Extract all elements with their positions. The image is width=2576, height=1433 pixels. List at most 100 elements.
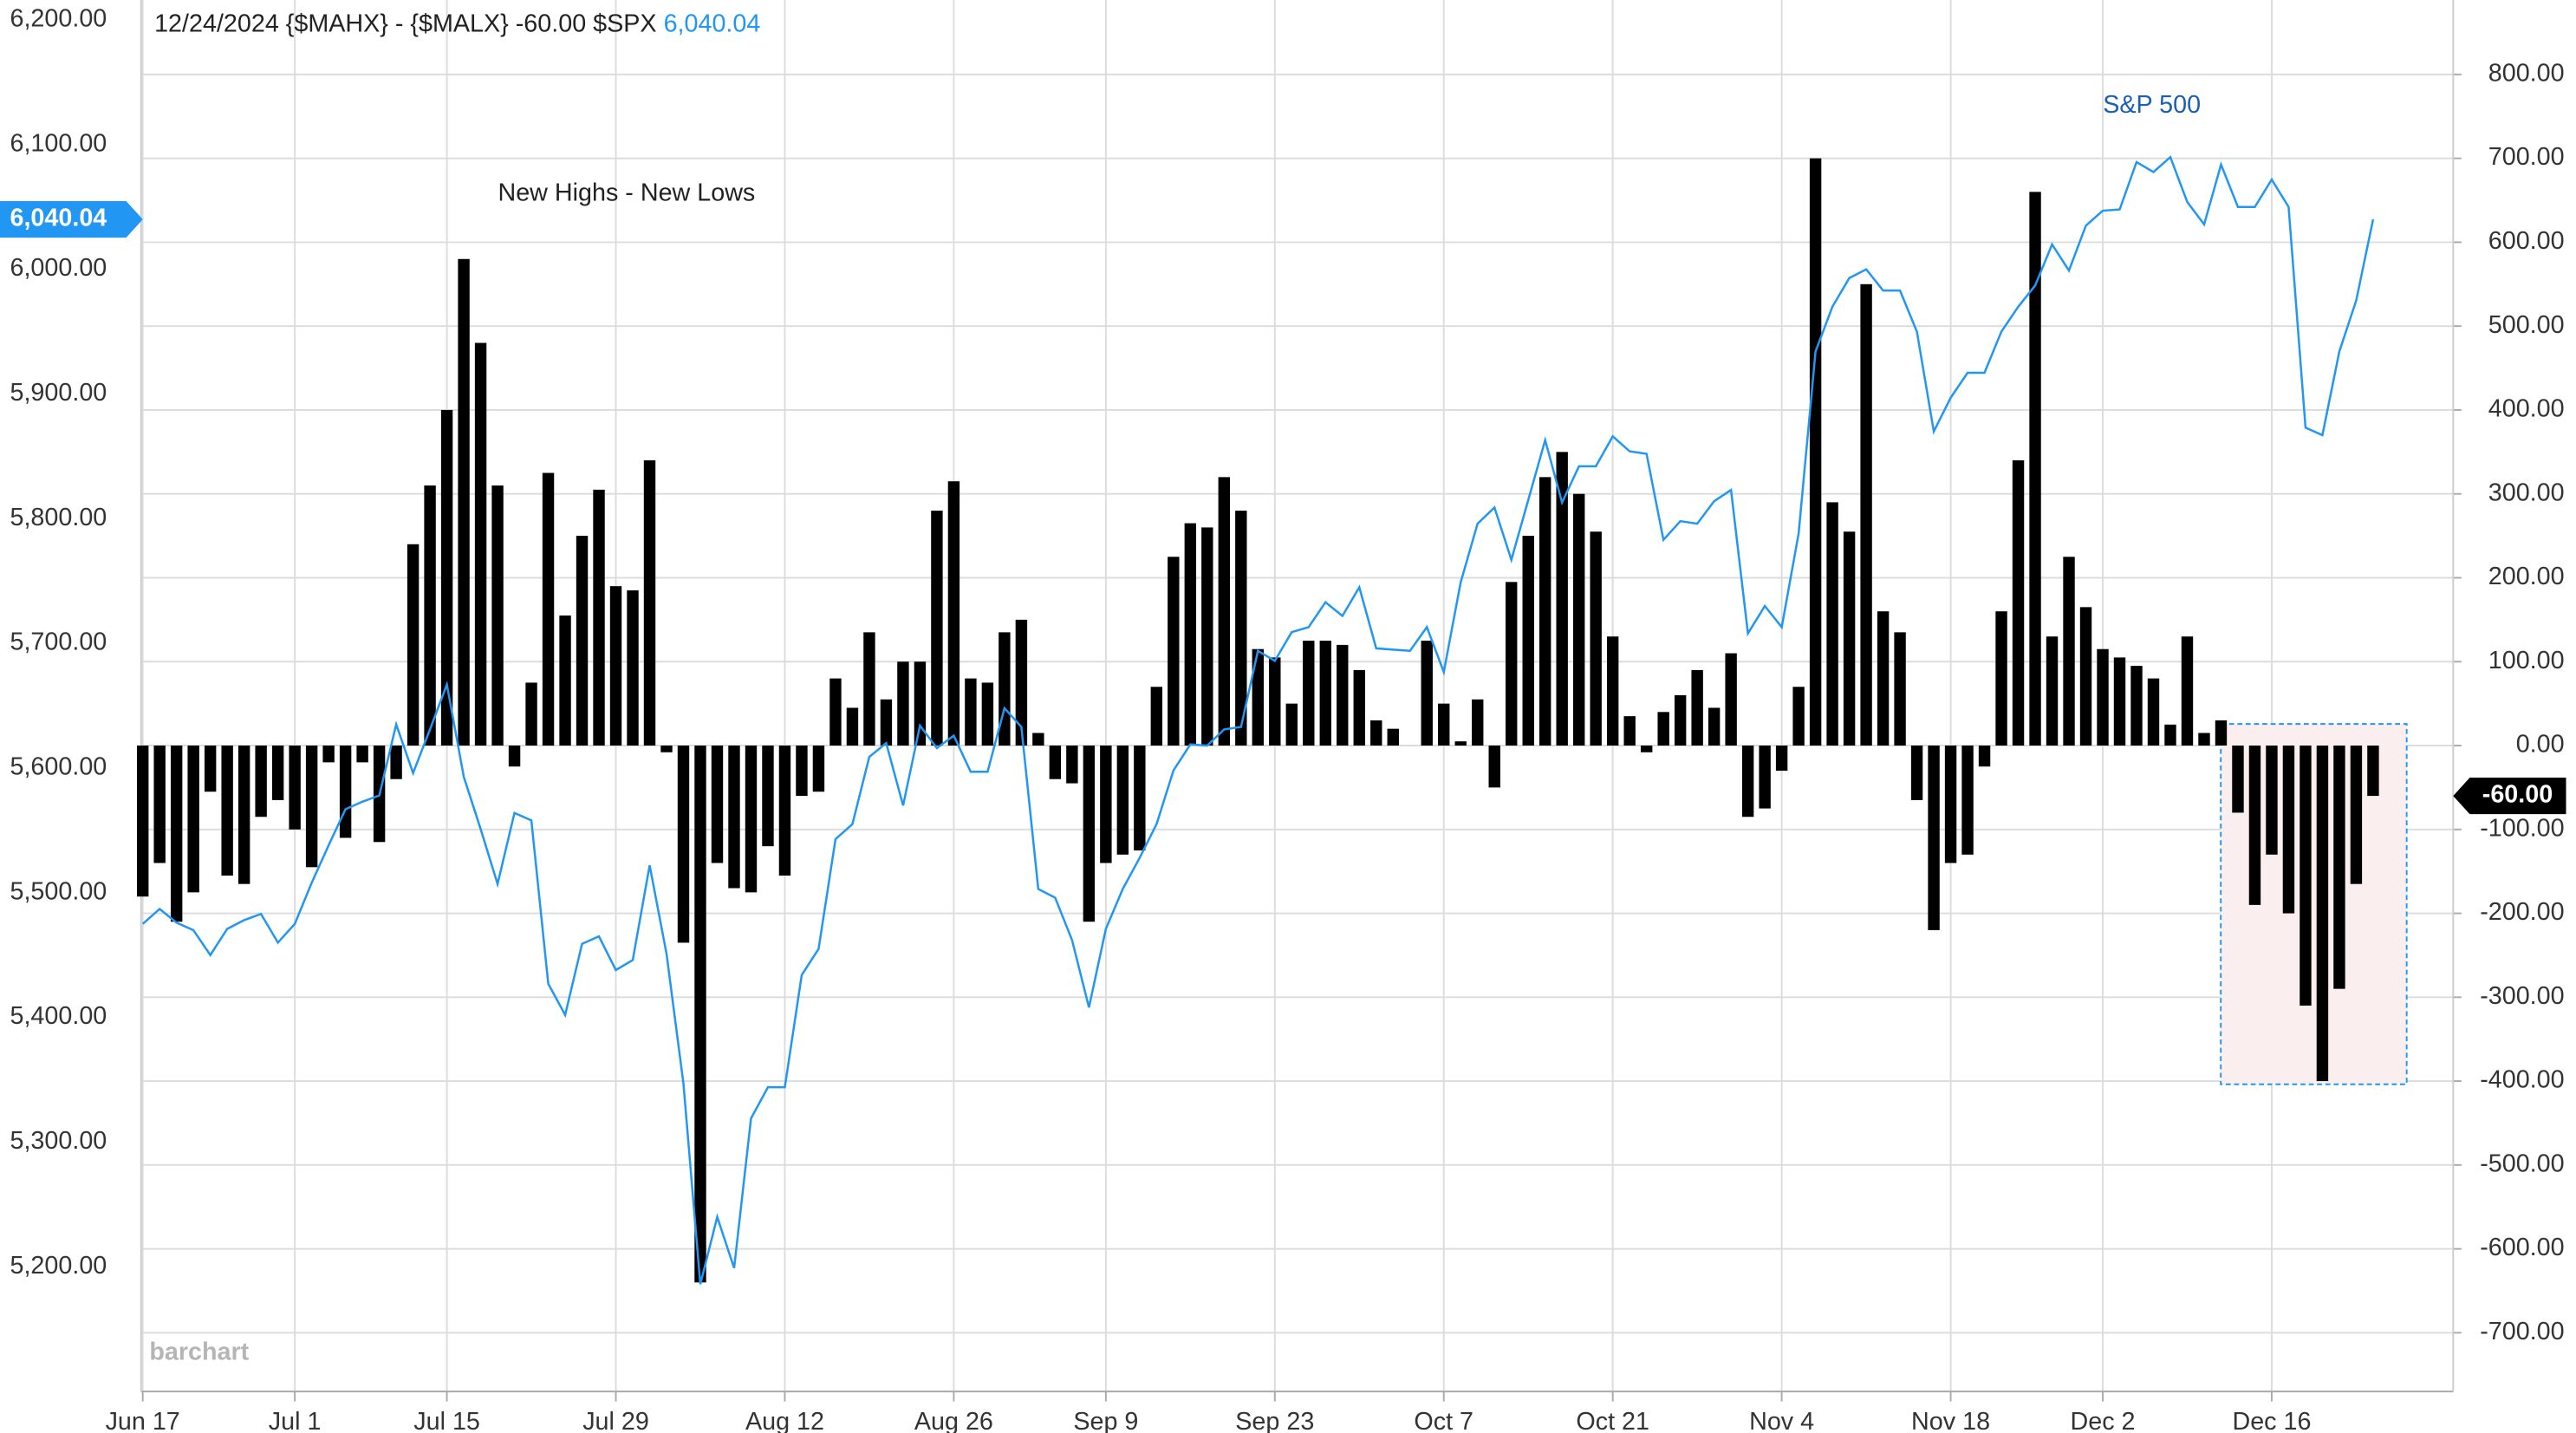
- bar: [1438, 703, 1450, 746]
- y2-tick-label: 100.00: [2488, 647, 2565, 674]
- x-tick-label: Aug 12: [745, 1408, 824, 1433]
- bar: [981, 682, 994, 746]
- y2-tick-label: 300.00: [2488, 479, 2565, 506]
- y-tick-label: 5,900.00: [10, 379, 107, 407]
- bar: [1116, 746, 1129, 855]
- bar: [829, 678, 842, 746]
- bar: [508, 746, 521, 767]
- bar: [694, 746, 706, 1283]
- bar: [1877, 611, 1890, 746]
- bar: [2063, 557, 2075, 746]
- bar: [491, 485, 504, 746]
- bar: [136, 746, 149, 897]
- bar: [2130, 666, 2143, 746]
- marks: [136, 155, 2379, 1285]
- bar: [796, 746, 808, 797]
- bar: [1083, 746, 1096, 922]
- bar: [1454, 741, 1467, 746]
- bar: [1370, 720, 1382, 746]
- bar: [1421, 641, 1433, 746]
- y2-tick-label: -700.00: [2480, 1318, 2564, 1345]
- bar: [1640, 746, 1653, 752]
- bar: [2046, 636, 2059, 746]
- bar: [271, 746, 284, 800]
- y2-tick-label: 500.00: [2488, 311, 2565, 339]
- x-tick-label: Dec 2: [2070, 1408, 2135, 1433]
- y2-tick-label: 700.00: [2488, 143, 2565, 171]
- bar: [1572, 493, 1585, 746]
- bar: [356, 746, 368, 763]
- bar: [762, 746, 774, 847]
- bar: [778, 746, 791, 876]
- y2-tick-label: -200.00: [2480, 898, 2564, 926]
- bar: [1184, 523, 1197, 746]
- bar: [2350, 746, 2363, 884]
- bar: [1235, 511, 1247, 746]
- bar: [627, 589, 639, 746]
- bar: [999, 632, 1011, 746]
- bar: [2198, 733, 2210, 746]
- bar: [1860, 283, 1872, 746]
- bar: [711, 746, 724, 863]
- bar: [339, 746, 352, 838]
- bar: [863, 632, 875, 746]
- bar: [1506, 582, 1518, 746]
- bar: [2282, 746, 2295, 914]
- bar: [170, 746, 183, 922]
- y2-tick-label: -500.00: [2480, 1150, 2564, 1177]
- y-tick-label: 5,800.00: [10, 504, 107, 531]
- bar: [812, 746, 825, 792]
- y-tick-label: 5,600.00: [10, 753, 107, 781]
- bar: [1590, 531, 1602, 746]
- bar: [1623, 716, 1636, 746]
- bar: [255, 746, 267, 817]
- bar: [1269, 657, 1281, 746]
- bar: [677, 746, 690, 943]
- y-tick-label: 5,700.00: [10, 629, 107, 656]
- bar: [559, 616, 571, 746]
- bar: [2232, 746, 2244, 813]
- bar: [2147, 678, 2160, 746]
- bar: [914, 661, 927, 746]
- bar: [1691, 669, 1703, 746]
- bar: [1168, 557, 1180, 746]
- bar: [609, 586, 622, 746]
- bar: [1961, 746, 1974, 855]
- title-value: 6,040.04: [664, 10, 761, 37]
- bar: [1488, 746, 1500, 788]
- bar: [237, 746, 250, 884]
- x-tick-label: Oct 7: [1414, 1408, 1473, 1433]
- x-tick-label: Jun 17: [106, 1408, 180, 1433]
- last-value-badge: [2453, 778, 2566, 815]
- y2-tick-label: 200.00: [2488, 563, 2565, 590]
- bar: [745, 746, 758, 893]
- x-tick-label: Oct 21: [1576, 1408, 1649, 1433]
- y2-tick-label: 600.00: [2488, 227, 2565, 255]
- bar: [305, 746, 318, 868]
- bar: [1978, 746, 1991, 767]
- last-value-badge: [0, 200, 143, 238]
- y-tick-label: 5,400.00: [10, 1002, 107, 1030]
- bar: [424, 485, 436, 746]
- x-tick-label: Nov 18: [1911, 1408, 1990, 1433]
- chart-title: 12/24/2024 {$MAHX} - {$MALX} -60.00 $SPX…: [154, 10, 760, 37]
- bar: [1218, 477, 1231, 746]
- y2-tick-label: -400.00: [2480, 1066, 2564, 1094]
- bar: [1657, 712, 1669, 746]
- y-tick-label: 6,200.00: [10, 5, 107, 33]
- bar: [1809, 158, 1822, 746]
- y2-tick-label: 400.00: [2488, 395, 2565, 423]
- bar: [1472, 699, 1484, 746]
- bar: [931, 511, 943, 746]
- bar: [1606, 636, 1619, 746]
- bar: [1944, 746, 1957, 863]
- bar: [2333, 746, 2345, 989]
- bar: [2113, 657, 2126, 746]
- bar: [458, 258, 470, 746]
- bar: [1353, 669, 1365, 746]
- bar: [2215, 720, 2228, 746]
- bar: [2079, 607, 2092, 746]
- line: [141, 155, 2375, 1285]
- bar: [153, 746, 166, 863]
